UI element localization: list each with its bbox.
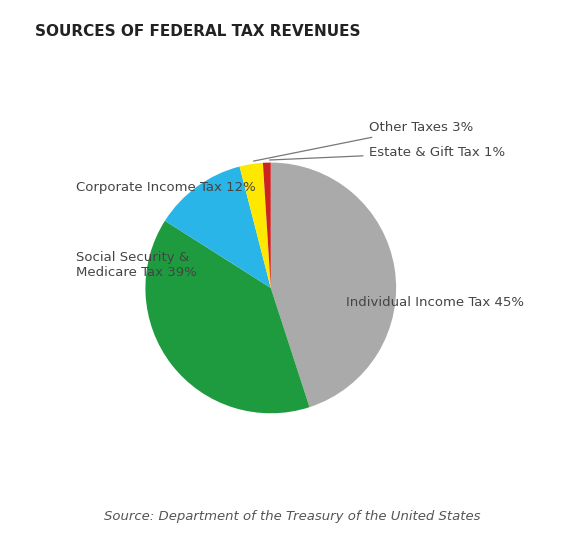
Wedge shape (263, 163, 271, 288)
Text: Estate & Gift Tax 1%: Estate & Gift Tax 1% (270, 146, 505, 160)
Wedge shape (165, 166, 271, 288)
Text: Corporate Income Tax 12%: Corporate Income Tax 12% (77, 181, 256, 194)
Text: Individual Income Tax 45%: Individual Income Tax 45% (346, 296, 524, 309)
Text: Source: Department of the Treasury of the United States: Source: Department of the Treasury of th… (104, 510, 481, 523)
Text: SOURCES OF FEDERAL TAX REVENUES: SOURCES OF FEDERAL TAX REVENUES (35, 24, 360, 39)
Text: Other Taxes 3%: Other Taxes 3% (253, 121, 473, 161)
Wedge shape (146, 221, 309, 413)
Wedge shape (271, 163, 396, 407)
Wedge shape (240, 163, 271, 288)
Text: Social Security &
Medicare Tax 39%: Social Security & Medicare Tax 39% (77, 252, 197, 279)
